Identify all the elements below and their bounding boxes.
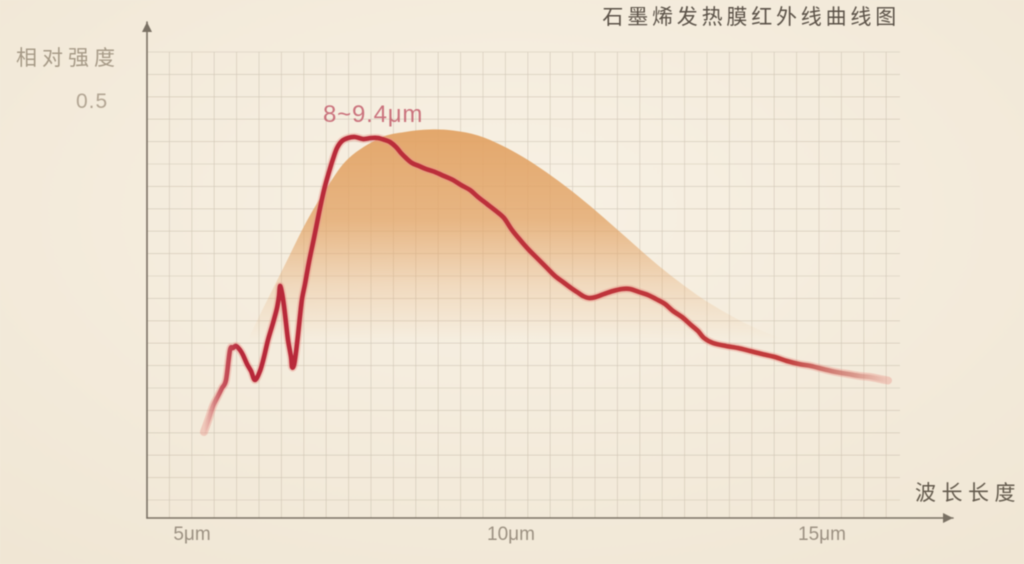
svg-text:5μm: 5μm	[173, 524, 210, 545]
svg-text:8~9.4μm: 8~9.4μm	[323, 101, 423, 128]
svg-text:石墨烯发热膜红外线曲线图: 石墨烯发热膜红外线曲线图	[602, 6, 900, 29]
svg-text:15μm: 15μm	[798, 524, 846, 545]
svg-text:相对强度: 相对强度	[16, 47, 120, 70]
svg-text:10μm: 10μm	[487, 524, 535, 545]
svg-text:波长长度: 波长长度	[915, 482, 1021, 505]
svg-text:0.5: 0.5	[76, 90, 108, 113]
